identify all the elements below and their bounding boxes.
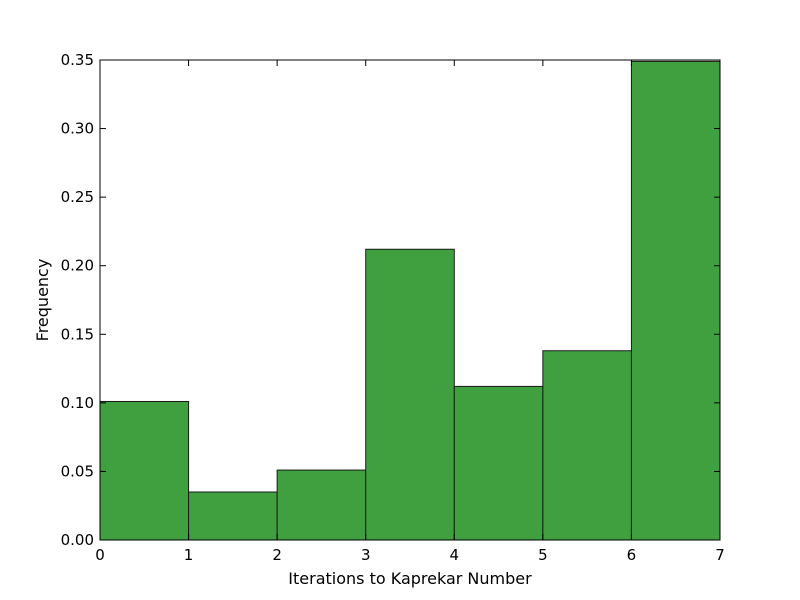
y-tick-label-6: 0.30	[61, 120, 94, 138]
x-tick-label-7: 7	[715, 546, 725, 564]
y-axis-label: Frequency	[33, 259, 52, 342]
plot-frame	[99, 59, 721, 541]
histogram-bar-5	[542, 350, 632, 541]
histogram-bar-3	[365, 248, 455, 541]
bars-group	[99, 60, 721, 541]
y-tick-label-7: 0.35	[61, 51, 94, 69]
x-tick-label-0: 0	[95, 546, 105, 564]
y-tick-label-0: 0.00	[61, 531, 94, 549]
histogram-bar-1	[188, 491, 278, 541]
y-tick-label-2: 0.10	[61, 394, 94, 412]
y-tick-label-4: 0.20	[61, 257, 94, 275]
histogram-bar-2	[276, 469, 367, 541]
y-tick-label-5: 0.25	[61, 188, 94, 206]
y-tick-label-1: 0.05	[61, 462, 94, 480]
x-tick-label-5: 5	[538, 546, 548, 564]
histogram-bar-0	[99, 400, 190, 541]
x-tick-label-6: 6	[627, 546, 637, 564]
x-axis-label: Iterations to Kaprekar Number	[288, 569, 532, 588]
x-tick-label-1: 1	[184, 546, 194, 564]
y-tick-label-3: 0.15	[61, 325, 94, 343]
histogram-bar-6	[630, 60, 721, 541]
ticks-group: 0 1 2 3 4 5 6 7 0.00 0.05 0.10 0.15 0.20 0.25 0.30 0.35	[61, 51, 725, 564]
x-tick-label-4: 4	[450, 546, 460, 564]
x-tick-label-2: 2	[272, 546, 282, 564]
x-tick-label-3: 3	[361, 546, 371, 564]
histogram-bar-4	[453, 385, 544, 541]
